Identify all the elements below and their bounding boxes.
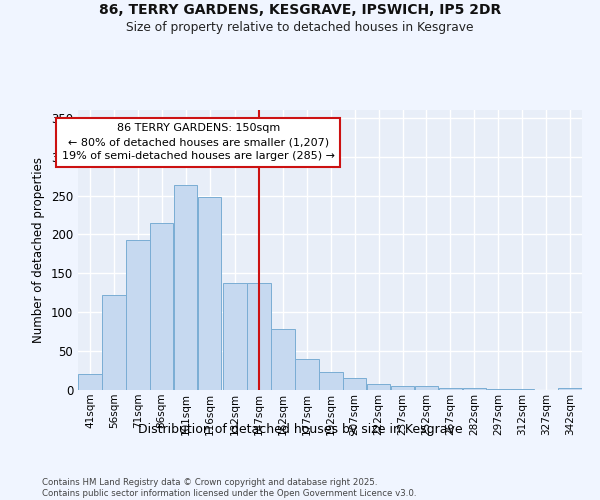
Bar (295, 359, 319, 390)
Bar (391, 386, 414, 390)
Bar (223, 284, 247, 390)
Bar (319, 372, 343, 390)
Bar (415, 386, 438, 390)
Bar (198, 197, 221, 390)
Bar (102, 295, 125, 390)
Text: 86 TERRY GARDENS: 150sqm
← 80% of detached houses are smaller (1,207)
19% of sem: 86 TERRY GARDENS: 150sqm ← 80% of detach… (62, 123, 335, 161)
Bar (150, 223, 173, 390)
Bar (439, 388, 462, 390)
Text: Distribution of detached houses by size in Kesgrave: Distribution of detached houses by size … (137, 422, 463, 436)
Bar (174, 186, 197, 390)
Bar (367, 384, 391, 390)
Bar (271, 330, 295, 390)
Bar (511, 389, 534, 390)
Bar (343, 378, 367, 390)
Bar (247, 284, 271, 390)
Text: 86, TERRY GARDENS, KESGRAVE, IPSWICH, IP5 2DR: 86, TERRY GARDENS, KESGRAVE, IPSWICH, IP… (99, 2, 501, 16)
Bar (487, 389, 510, 390)
Bar (78, 374, 101, 390)
Bar (463, 388, 486, 390)
Bar (559, 388, 582, 390)
Y-axis label: Number of detached properties: Number of detached properties (32, 157, 46, 343)
Bar (126, 240, 149, 390)
Text: Contains HM Land Registry data © Crown copyright and database right 2025.
Contai: Contains HM Land Registry data © Crown c… (42, 478, 416, 498)
Text: Size of property relative to detached houses in Kesgrave: Size of property relative to detached ho… (126, 21, 474, 34)
